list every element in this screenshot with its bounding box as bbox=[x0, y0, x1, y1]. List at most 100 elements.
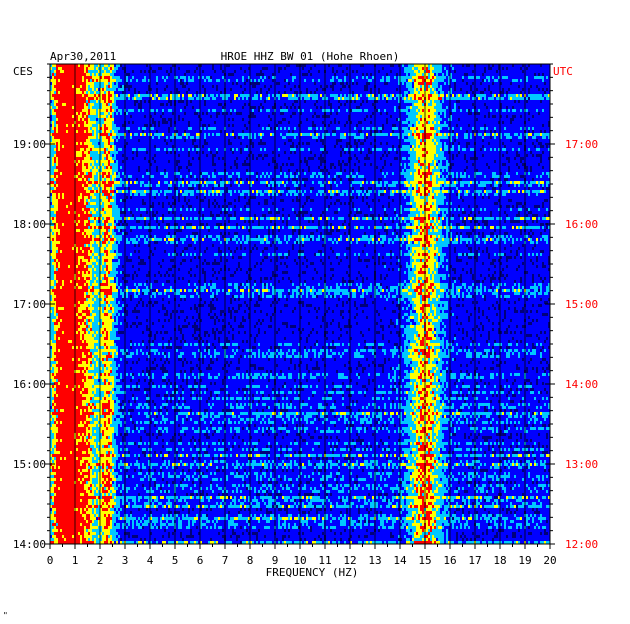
heatmap-cell bbox=[86, 79, 88, 82]
heatmap-cell bbox=[138, 73, 140, 76]
heatmap-cell bbox=[390, 118, 392, 121]
heatmap-cell bbox=[422, 79, 424, 82]
heatmap-cell bbox=[388, 115, 390, 118]
heatmap-cell bbox=[88, 121, 90, 124]
heatmap-cell bbox=[486, 91, 488, 94]
heatmap-cell bbox=[210, 94, 212, 97]
heatmap-cell bbox=[516, 118, 518, 121]
heatmap-cell bbox=[392, 121, 394, 124]
heatmap-cell bbox=[466, 112, 468, 115]
heatmap-cell bbox=[72, 94, 74, 97]
heatmap-cell bbox=[94, 103, 96, 106]
heatmap-cell bbox=[188, 127, 190, 130]
heatmap-cell bbox=[236, 91, 238, 94]
heatmap-cell bbox=[242, 121, 244, 124]
heatmap-cell bbox=[496, 85, 498, 88]
heatmap-cell bbox=[58, 82, 60, 85]
heatmap-cell bbox=[538, 106, 540, 109]
heatmap-cell bbox=[318, 109, 320, 112]
heatmap-cell bbox=[254, 91, 256, 94]
heatmap-cell bbox=[426, 127, 428, 130]
heatmap-cell bbox=[210, 118, 212, 121]
heatmap-cell bbox=[290, 97, 292, 100]
heatmap-cell bbox=[78, 118, 80, 121]
heatmap-cell bbox=[336, 94, 338, 97]
heatmap-cell bbox=[180, 73, 182, 76]
heatmap-cell bbox=[408, 127, 410, 130]
heatmap-cell bbox=[146, 100, 148, 103]
heatmap-cell bbox=[294, 82, 296, 85]
heatmap-cell bbox=[278, 115, 280, 118]
heatmap-cell bbox=[302, 85, 304, 88]
heatmap-cell bbox=[288, 73, 290, 76]
heatmap-cell bbox=[276, 118, 278, 121]
heatmap-cell bbox=[336, 118, 338, 121]
heatmap-cell bbox=[106, 130, 108, 133]
heatmap-cell bbox=[56, 124, 58, 127]
heatmap-cell bbox=[108, 118, 110, 121]
heatmap-cell bbox=[188, 106, 190, 109]
heatmap-cell bbox=[452, 118, 454, 121]
heatmap-cell bbox=[160, 82, 162, 85]
heatmap-cell bbox=[190, 88, 192, 91]
heatmap-cell bbox=[326, 94, 328, 97]
heatmap-cell bbox=[220, 79, 222, 82]
heatmap-cell bbox=[426, 70, 428, 73]
heatmap-cell bbox=[522, 91, 524, 94]
heatmap-cell bbox=[228, 79, 230, 82]
heatmap-cell bbox=[146, 97, 148, 100]
heatmap-cell bbox=[126, 88, 128, 91]
heatmap-cell bbox=[344, 118, 346, 121]
heatmap-cell bbox=[82, 112, 84, 115]
heatmap-cell bbox=[196, 109, 198, 112]
heatmap-cell bbox=[84, 70, 86, 73]
heatmap-cell bbox=[418, 85, 420, 88]
heatmap-cell bbox=[228, 94, 230, 97]
heatmap-cell bbox=[186, 73, 188, 76]
heatmap-cell bbox=[518, 82, 520, 85]
heatmap-cell bbox=[496, 109, 498, 112]
heatmap-cell bbox=[72, 73, 74, 76]
heatmap-cell bbox=[542, 118, 544, 121]
heatmap-cell bbox=[446, 109, 448, 112]
heatmap-cell bbox=[202, 79, 204, 82]
heatmap-cell bbox=[226, 82, 228, 85]
heatmap-cell bbox=[442, 118, 444, 121]
heatmap-cell bbox=[56, 97, 58, 100]
heatmap-cell bbox=[532, 100, 534, 103]
heatmap-cell bbox=[408, 115, 410, 118]
heatmap-cell bbox=[122, 103, 124, 106]
heatmap-cell bbox=[238, 85, 240, 88]
heatmap-cell bbox=[284, 73, 286, 76]
heatmap-cell bbox=[80, 127, 82, 130]
heatmap-cell bbox=[522, 85, 524, 88]
heatmap-cell bbox=[186, 127, 188, 130]
heatmap-cell bbox=[496, 67, 498, 70]
heatmap-cell bbox=[514, 124, 516, 127]
heatmap-cell bbox=[360, 97, 362, 100]
heatmap-cell bbox=[114, 118, 116, 121]
heatmap-cell bbox=[544, 97, 546, 100]
heatmap-cell bbox=[60, 88, 62, 91]
heatmap-cell bbox=[152, 97, 154, 100]
heatmap-cell bbox=[466, 79, 468, 82]
heatmap-cell bbox=[490, 82, 492, 85]
heatmap-cell bbox=[62, 130, 64, 133]
heatmap-cell bbox=[106, 103, 108, 106]
heatmap-cell bbox=[486, 94, 488, 97]
heatmap-cell bbox=[294, 103, 296, 106]
heatmap-cell bbox=[538, 70, 540, 73]
heatmap-cell bbox=[536, 112, 538, 115]
heatmap-cell bbox=[390, 85, 392, 88]
heatmap-cell bbox=[104, 73, 106, 76]
heatmap-cell bbox=[54, 127, 56, 130]
heatmap-cell bbox=[110, 79, 112, 82]
heatmap-cell bbox=[480, 106, 482, 109]
heatmap-cell bbox=[220, 127, 222, 130]
heatmap-cell bbox=[254, 79, 256, 82]
heatmap-cell bbox=[288, 127, 290, 130]
heatmap-cell bbox=[478, 127, 480, 130]
heatmap-cell bbox=[140, 121, 142, 124]
heatmap-cell bbox=[456, 79, 458, 82]
heatmap-cell bbox=[444, 70, 446, 73]
